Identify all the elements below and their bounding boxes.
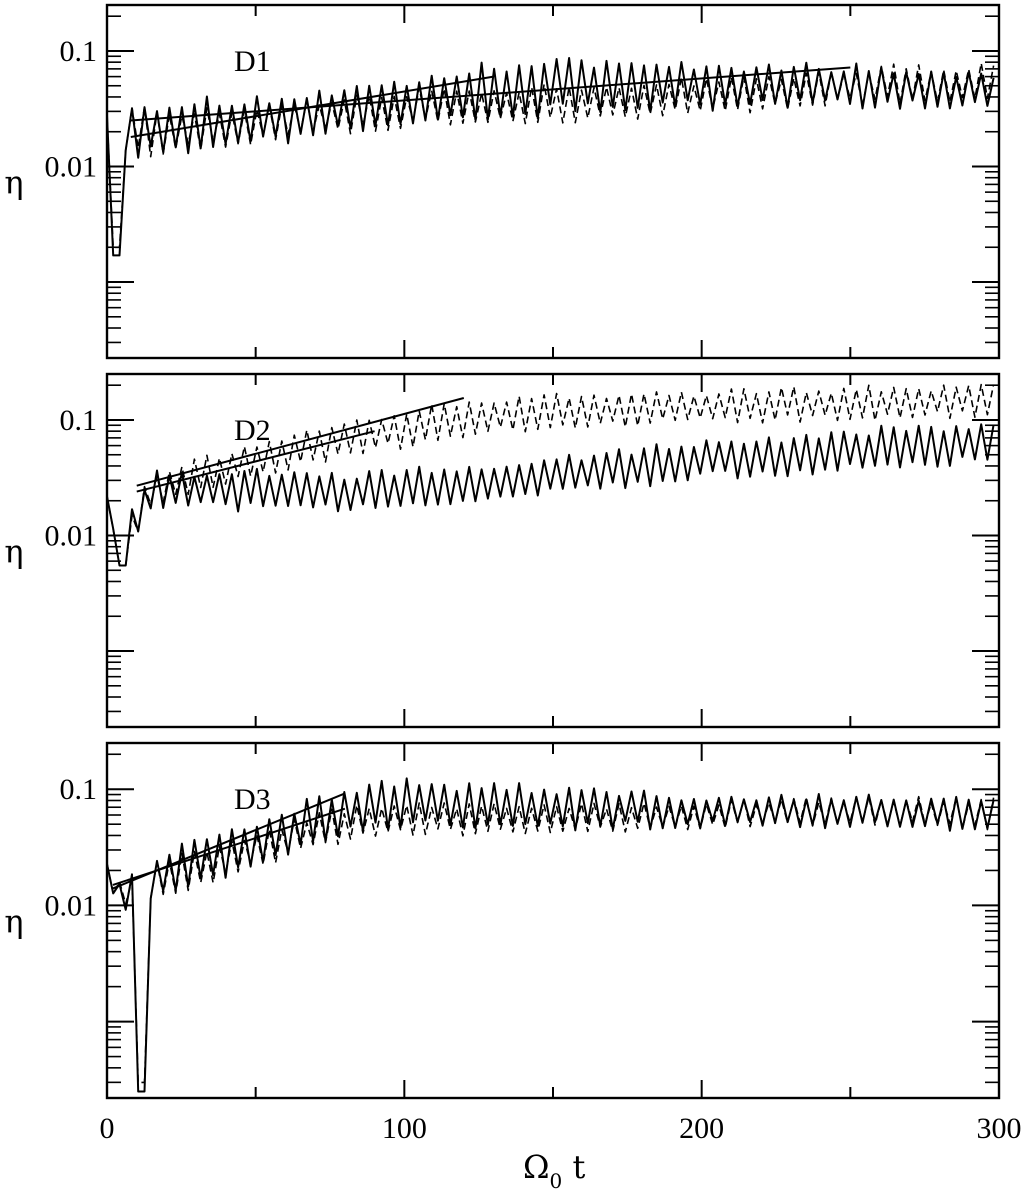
y-tick-label: 0.1 — [60, 773, 98, 806]
solid-series-line — [107, 777, 995, 1093]
series-group — [107, 57, 995, 257]
panel-d3: 0.01 0.1 η D3 — [4, 741, 1001, 1100]
solid-series-line — [107, 423, 995, 567]
x-axis-label: Ω0 t — [523, 1148, 585, 1193]
dashed-series-line — [107, 383, 995, 567]
panel-d1: 0.01 0.1 η D1 — [4, 3, 1001, 360]
y-tick-label: 0.1 — [60, 35, 98, 68]
fit-line — [112, 807, 346, 886]
panel-label: D1 — [234, 45, 271, 78]
dashed-series-line — [107, 62, 995, 249]
x-tick-label: 300 — [977, 1112, 1022, 1145]
x-axis-label-sub: 0 — [550, 1169, 563, 1193]
series-group — [107, 777, 995, 1093]
x-tick-label: 0 — [100, 1112, 115, 1145]
y-tick-label: 0.01 — [45, 520, 98, 553]
y-tick-label: 0.01 — [45, 151, 98, 184]
fit-line — [136, 397, 465, 487]
y-axis-label: η — [4, 533, 23, 571]
dashed-series-line — [107, 795, 995, 1084]
solid-series-line — [107, 57, 995, 257]
panel-label: D2 — [234, 414, 271, 447]
series-group — [107, 383, 995, 567]
panel-label: D3 — [234, 783, 271, 816]
panel-d2: 0.01 0.1 η D2 — [4, 372, 1001, 729]
y-tick-label: 0.1 — [60, 404, 98, 437]
x-tick-label: 200 — [679, 1112, 724, 1145]
x-tick-label: 100 — [382, 1112, 427, 1145]
x-axis-label-main: Ω — [523, 1148, 550, 1186]
fit-line — [136, 430, 375, 493]
y-axis-label: η — [4, 164, 23, 202]
fit-line — [130, 66, 851, 122]
y-tick-label: 0.01 — [45, 889, 98, 922]
panels: 0.01 0.1 η D1 0.01 0.1 η D2 0.01 0.1 η D3 — [4, 3, 1001, 1100]
x-axis-label-tail: t — [562, 1148, 585, 1186]
y-axis-label: η — [4, 903, 23, 941]
fit-line — [130, 75, 494, 138]
